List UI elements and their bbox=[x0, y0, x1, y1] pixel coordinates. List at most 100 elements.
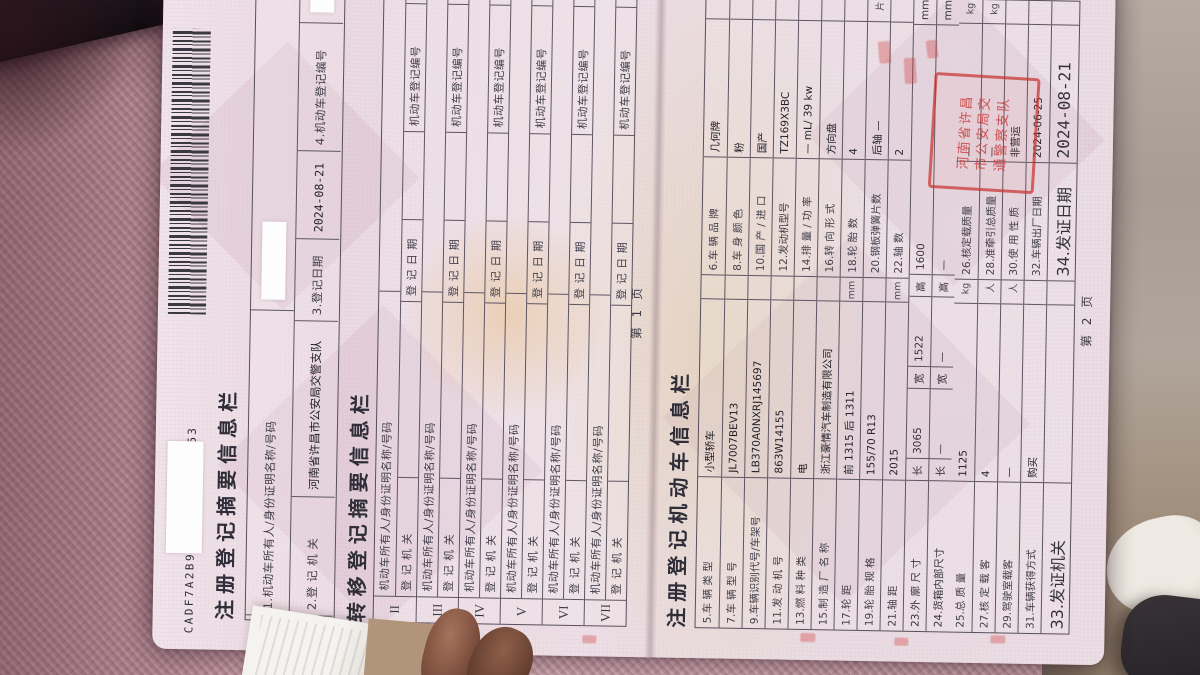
field-value: 155/70 R13 bbox=[860, 301, 886, 481]
row-numeral: VI bbox=[542, 598, 584, 626]
vehicle-info-title: 注册登记机动车信息栏 bbox=[664, 367, 694, 628]
certificate-page-1: CADF7A2B9806E8BC3525663 编号: 注册登记摘要信息栏 I … bbox=[152, 0, 661, 657]
field-value: 4 bbox=[842, 21, 868, 161]
field-unit bbox=[794, 276, 817, 302]
field-label: 5.车 辆 类 型 bbox=[701, 561, 715, 624]
field-unit: 片 bbox=[868, 0, 891, 23]
register-summary-title: 注册登记摘要信息栏 bbox=[212, 385, 241, 621]
dim-key: 宽 bbox=[907, 366, 931, 390]
field-value: 2015 bbox=[883, 302, 909, 481]
regno-value bbox=[299, 0, 345, 24]
security-mark bbox=[582, 635, 597, 644]
field-value: 863W14155 bbox=[768, 300, 794, 479]
dim-value: — bbox=[929, 389, 953, 460]
date-value bbox=[570, 134, 593, 224]
field-unit: 人 bbox=[1001, 280, 1024, 305]
field-label: 10.国 产 / 进 口 bbox=[748, 158, 773, 277]
issuing-authority-label: 33.发证机关 bbox=[1047, 539, 1068, 630]
dim-value: 3065 bbox=[906, 388, 930, 460]
field-unit bbox=[730, 0, 753, 21]
authority-value: 河南省许昌市公安局交警支队 bbox=[291, 320, 338, 498]
regno-label: 机动车登记编号 bbox=[572, 6, 595, 136]
field-value: LB370A0NXRJ145697 bbox=[745, 299, 771, 479]
field-value: 小型轿车 bbox=[698, 299, 725, 478]
field-value: 1125 bbox=[951, 303, 978, 482]
field-value: 购买 bbox=[1021, 304, 1047, 484]
field-value: — mL/ 39 kw bbox=[796, 20, 822, 160]
authority-value bbox=[524, 304, 548, 481]
field-label: 12.发动机型号 bbox=[771, 158, 796, 277]
date-label: 登 记 日 期 bbox=[400, 219, 423, 303]
police-red-seal: 河南省许昌 市公安局交 通警察支队 bbox=[927, 71, 1041, 195]
field-unit bbox=[748, 275, 771, 301]
field-unit bbox=[725, 275, 748, 300]
field-value: 粉 bbox=[727, 19, 753, 158]
field-value: 几何牌 bbox=[703, 19, 730, 158]
field-unit bbox=[863, 278, 886, 303]
field-value: JL7007BEV13 bbox=[722, 299, 748, 478]
field-label: 18.轮 胎 数 bbox=[840, 159, 865, 278]
dim-key: 高 bbox=[932, 275, 955, 298]
certificate-page-2: 注册登记机动车信息栏 5.车 辆 类 型 小型轿车 6.车 辆 品 牌 几何牌 … bbox=[654, 0, 1116, 665]
date-value bbox=[444, 132, 467, 222]
authority-value bbox=[482, 303, 506, 480]
dim-key: 长 bbox=[906, 458, 929, 482]
redaction-box bbox=[165, 440, 204, 554]
security-mark bbox=[925, 39, 939, 59]
field-unit bbox=[822, 0, 845, 22]
field-label: 7.车 辆 型 号 bbox=[725, 561, 739, 624]
dim-key: 宽 bbox=[930, 367, 954, 390]
field-label: 29.驾驶室载客 bbox=[1001, 559, 1015, 629]
issue-date-value: 2024-08-21 bbox=[1049, 25, 1080, 164]
field-label: 8.车 身 颜 色 bbox=[725, 157, 750, 276]
field-label: 17.轮 距 bbox=[840, 584, 853, 626]
field-value: 2 bbox=[888, 22, 914, 161]
spacer bbox=[1052, 1, 1080, 26]
field-label: 6.车 辆 品 牌 bbox=[701, 157, 727, 276]
date-value: 2024-08-21 bbox=[296, 150, 341, 240]
field-label: 14.排 量 / 功 率 bbox=[794, 158, 819, 278]
field-unit bbox=[753, 0, 776, 21]
dim-value: — bbox=[931, 297, 955, 368]
top-left-shadow bbox=[0, 0, 140, 160]
field-unit: mm bbox=[840, 277, 863, 302]
date-label: 3.登记日期 bbox=[294, 238, 340, 322]
regno-label: 4.机动车登记编号 bbox=[297, 22, 343, 152]
field-label: 23.外 廓 尺 寸 bbox=[909, 558, 923, 628]
seal-text-line: 河南省许昌 bbox=[955, 94, 976, 170]
dim-key: 长 bbox=[929, 459, 952, 482]
field-label: 20.钢板弹簧片数 bbox=[863, 160, 888, 279]
field-unit bbox=[701, 275, 725, 300]
date-label: 登 记 日 期 bbox=[443, 220, 465, 304]
field-label: 22.轴 数 bbox=[886, 160, 911, 279]
field-unit bbox=[776, 0, 799, 21]
field-unit bbox=[845, 0, 868, 23]
field-unit bbox=[1029, 0, 1052, 26]
authority-label: 登 记 机 关 bbox=[526, 535, 541, 594]
authority-label: 2.登 记 机 关 bbox=[304, 537, 320, 611]
field-label: 19.轮 胎 规 格 bbox=[863, 557, 877, 627]
field-value: 国产 bbox=[750, 20, 776, 159]
regno-value bbox=[532, 0, 553, 7]
authority-label: 登 记 机 关 bbox=[442, 533, 457, 592]
field-label: 15.制 造 厂 名 称 bbox=[817, 542, 831, 626]
authority-value bbox=[440, 302, 464, 479]
issue-date-label: 34.发证日期 bbox=[1047, 163, 1077, 282]
security-mark bbox=[894, 637, 909, 646]
field-label: 16.转 向 形 式 bbox=[817, 159, 842, 278]
register-summary-table: I 1.机动车所有人/身份证明名称/号码 2.登 记 机 关 河南省许昌市公安局… bbox=[244, 0, 346, 622]
date-label: 登 记 日 期 bbox=[569, 222, 591, 306]
security-mark bbox=[877, 40, 892, 64]
date-value bbox=[402, 131, 425, 221]
registration-certificate-booklet: CADF7A2B9806E8BC3525663 编号: 注册登记摘要信息栏 I … bbox=[152, 0, 1116, 666]
field-value: 方向盘 bbox=[819, 21, 845, 160]
spacer bbox=[1047, 281, 1075, 306]
seal-text-line: 通警察支队 bbox=[992, 96, 1013, 173]
redaction-box bbox=[260, 221, 287, 300]
security-mark bbox=[990, 635, 1006, 644]
dim-value: 1522 bbox=[908, 296, 932, 368]
transfer-summary-title: 转移登记摘要信息栏 bbox=[344, 388, 373, 623]
authority-label: 登 记 机 关 bbox=[399, 532, 414, 592]
row-numeral: V bbox=[500, 597, 542, 625]
